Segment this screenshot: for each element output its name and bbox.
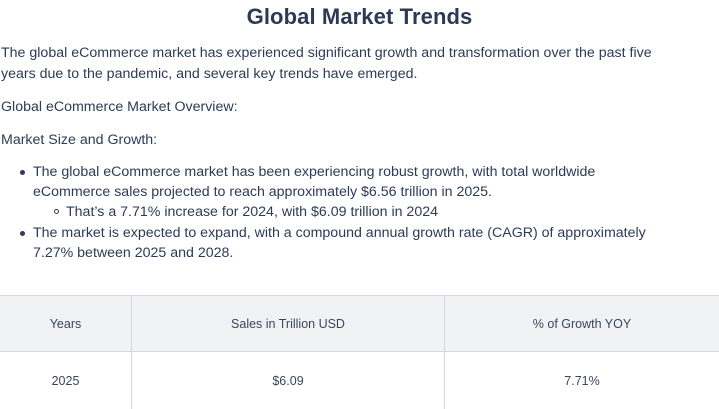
header-growth: % of Growth YOY [532,316,632,331]
bullet-dot [20,170,25,175]
page-title: Global Market Trends [246,4,473,29]
overview-heading: Global eCommerce Market Overview: [1,99,238,115]
header-sales: Sales in Trillion USD [132,296,445,351]
cell-growth: 7.71% [564,373,600,388]
sub-bullet-circle [54,209,59,214]
bullet-1-line-1: The global eCommerce market has been exp… [33,164,596,180]
bullet-2-line-1: The market is expected to expand, with a… [33,225,646,241]
table-row: 2025 $6.09 7.71% [0,352,719,409]
sub-bullet-text: That’s a 7.71% increase for 2024, with $… [66,204,438,220]
bullet-2-line-2: 7.27% between 2025 and 2028. [33,245,234,261]
bullet-dot [20,231,25,236]
cell-year: 2025 [0,352,132,409]
header-years: Years [0,296,132,351]
growth-table: Years Sales in Trillion USD % of Growth … [0,295,719,409]
bullet-1-line-2: eCommerce sales projected to reach appro… [33,184,492,200]
intro-line-1: The global eCommerce market has experien… [1,45,652,61]
table-header-row: Years Sales in Trillion USD % of Growth … [0,296,719,352]
cell-sales: $6.09 [132,352,445,409]
market-size-heading: Market Size and Growth: [1,132,158,148]
intro-line-2: years due to the pandemic, and several k… [1,66,418,82]
